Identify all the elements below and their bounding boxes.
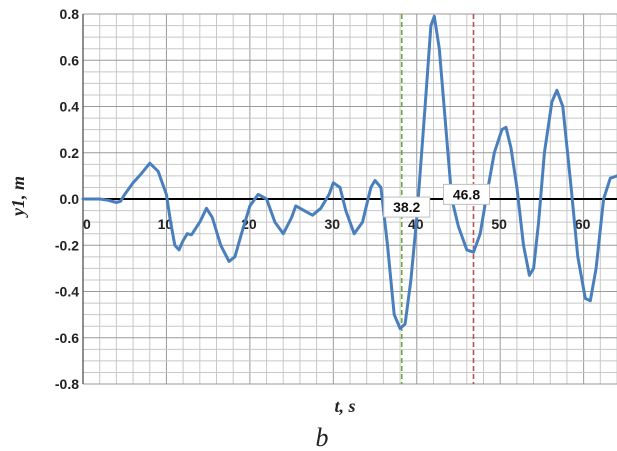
y-tick-label: 0.2 <box>60 145 80 161</box>
marker-callout-label: 46.8 <box>453 186 480 202</box>
series-line <box>81 14 617 330</box>
figure-caption: b <box>316 423 329 451</box>
x-axis-title: t, s <box>334 396 355 416</box>
x-tick-label: 60 <box>575 216 591 232</box>
y-axis-title: y1, m <box>8 176 28 218</box>
marker-callout-box <box>442 183 490 205</box>
y-tick-label: -0.4 <box>55 284 79 300</box>
y-tick-label: -0.6 <box>55 330 79 346</box>
y-tick-label: 0.8 <box>60 6 80 22</box>
x-tick-label: 30 <box>325 216 341 232</box>
marker-callout-label: 38.2 <box>393 199 420 215</box>
y-tick-label: 0.6 <box>60 52 80 68</box>
y-tick-label: -0.2 <box>55 237 79 253</box>
marker-callouts: 38.2 46.8 <box>383 183 490 218</box>
y-tick-label: 0.4 <box>60 99 80 115</box>
y-tick-label: -0.8 <box>55 376 79 392</box>
x-tick-label: 50 <box>491 216 507 232</box>
x-tick-label: 0 <box>83 216 91 232</box>
y-tick-label: 0.0 <box>60 191 80 207</box>
series <box>81 14 617 330</box>
marker-callout-box <box>383 196 431 218</box>
